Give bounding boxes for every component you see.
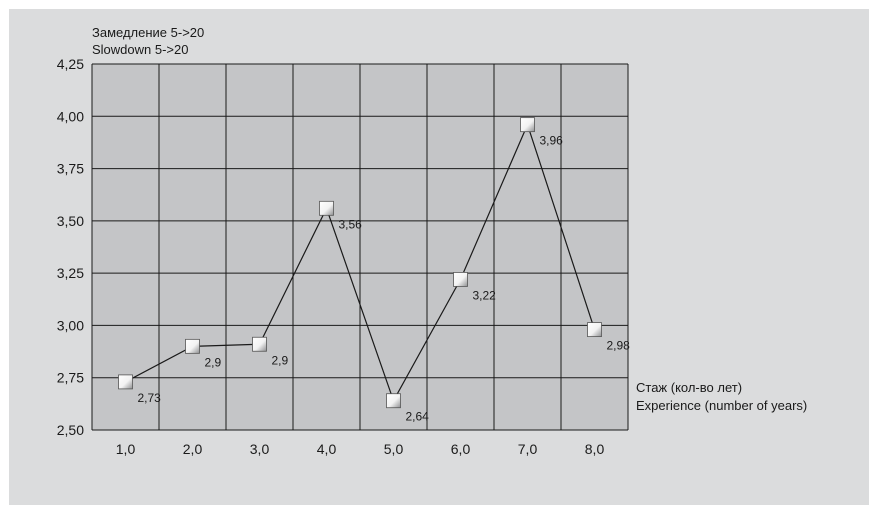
data-label: 2,64 xyxy=(406,410,430,424)
x-tick-label: 4,0 xyxy=(317,441,337,457)
data-point-marker xyxy=(453,272,468,287)
data-label: 2,9 xyxy=(272,353,289,367)
series-line xyxy=(125,122,596,403)
x-axis-title-line-2: Experience (number of years) xyxy=(636,398,807,413)
data-point-marker xyxy=(386,393,401,409)
x-tick-label: 1,0 xyxy=(116,441,136,457)
y-tick-label: 4,25 xyxy=(57,56,84,72)
x-tick-label: 7,0 xyxy=(518,441,538,457)
y-tick-label: 4,00 xyxy=(57,108,84,124)
y-tick-label: 3,25 xyxy=(57,265,84,281)
x-tick-label: 6,0 xyxy=(451,441,471,457)
x-tick-label: 5,0 xyxy=(384,441,404,457)
data-point-marker xyxy=(520,117,535,133)
y-axis-title-line-1: Замедление 5->20 xyxy=(92,25,204,40)
y-tick-label: 3,00 xyxy=(57,317,84,333)
data-point-marker xyxy=(252,336,267,352)
data-label: 3,56 xyxy=(339,217,363,231)
y-tick-label: 3,50 xyxy=(57,213,84,229)
data-label: 3,96 xyxy=(540,134,564,148)
data-label: 2,73 xyxy=(138,391,162,405)
data-point-marker xyxy=(118,374,133,390)
x-tick-label: 3,0 xyxy=(250,441,270,457)
y-axis-title-line-2: Slowdown 5->20 xyxy=(92,42,188,57)
data-point-marker xyxy=(587,322,602,338)
data-label: 3,22 xyxy=(473,288,497,302)
data-point-marker xyxy=(185,338,200,354)
y-tick-label: 2,75 xyxy=(57,370,84,386)
y-tick-label: 3,75 xyxy=(57,161,84,177)
data-point-marker xyxy=(319,200,334,216)
x-tick-label: 2,0 xyxy=(183,441,203,457)
x-axis-title-line-1: Стаж (кол-во лет) xyxy=(636,380,742,395)
x-tick-label: 8,0 xyxy=(585,441,605,457)
y-tick-label: 2,50 xyxy=(57,422,84,438)
data-label: 2,98 xyxy=(607,339,631,353)
data-label: 2,9 xyxy=(205,355,222,369)
